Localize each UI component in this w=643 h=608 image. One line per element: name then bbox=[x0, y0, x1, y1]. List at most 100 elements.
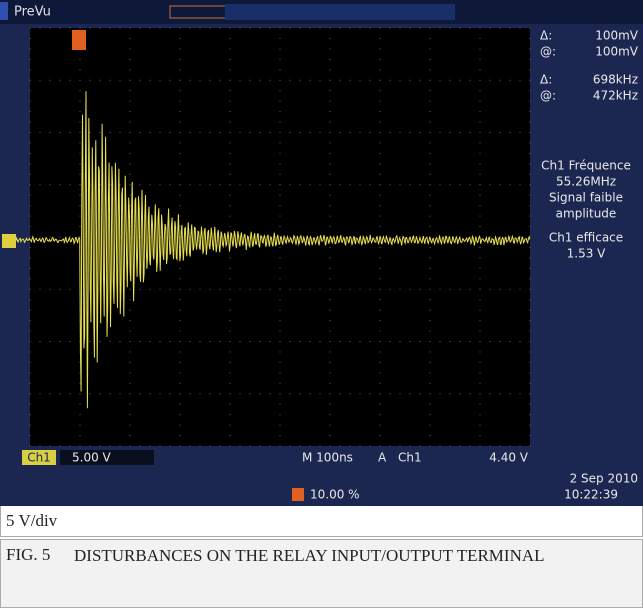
grid-dot bbox=[330, 216, 331, 217]
grid-dot bbox=[430, 320, 431, 321]
grid-dot bbox=[380, 393, 381, 394]
grid-dot bbox=[230, 122, 231, 123]
grid-dot bbox=[520, 28, 521, 29]
grid-dot bbox=[80, 393, 81, 394]
grid-dot bbox=[240, 28, 241, 29]
grid-dot bbox=[380, 331, 381, 332]
grid-dot bbox=[150, 80, 151, 81]
grid-dot bbox=[480, 205, 481, 206]
grid-dot bbox=[330, 446, 331, 447]
grid-dot bbox=[390, 446, 391, 447]
grid-dot bbox=[30, 59, 31, 60]
grid-dot bbox=[80, 226, 81, 227]
grid-dot bbox=[170, 446, 171, 447]
grid-dot bbox=[380, 289, 381, 290]
grid-dot bbox=[530, 153, 531, 154]
cursor-label: @: bbox=[540, 89, 556, 103]
grid-dot bbox=[210, 132, 211, 133]
grid-dot bbox=[450, 289, 451, 290]
grid-dot bbox=[70, 446, 71, 447]
grid-dot bbox=[530, 38, 531, 39]
grid-dot bbox=[230, 310, 231, 311]
grid-dot bbox=[310, 341, 311, 342]
grid-dot bbox=[490, 80, 491, 81]
grid-dot bbox=[280, 435, 281, 436]
grid-dot bbox=[480, 153, 481, 154]
grid-dot bbox=[210, 184, 211, 185]
grid-dot bbox=[480, 142, 481, 143]
grid-dot bbox=[230, 226, 231, 227]
grid-dot bbox=[480, 101, 481, 102]
grid-dot bbox=[120, 184, 121, 185]
grid-dot bbox=[30, 38, 31, 39]
grid-dot bbox=[480, 341, 481, 342]
grid-dot bbox=[260, 80, 261, 81]
grid-dot bbox=[460, 184, 461, 185]
grid-dot bbox=[360, 289, 361, 290]
logo bbox=[0, 2, 8, 20]
grid-dot bbox=[390, 237, 391, 238]
grid-dot bbox=[390, 28, 391, 29]
grid-dot bbox=[210, 28, 211, 29]
grid-dot bbox=[450, 446, 451, 447]
grid-dot bbox=[380, 414, 381, 415]
grid-dot bbox=[530, 163, 531, 164]
grid-dot bbox=[280, 331, 281, 332]
grid-dot bbox=[230, 425, 231, 426]
grid-dot bbox=[380, 195, 381, 196]
grid-dot bbox=[430, 184, 431, 185]
grid-dot bbox=[30, 289, 31, 290]
grid-dot bbox=[130, 383, 131, 384]
grid-dot bbox=[330, 289, 331, 290]
grid-dot bbox=[140, 289, 141, 290]
grid-dot bbox=[30, 351, 31, 352]
grid-dot bbox=[530, 341, 531, 342]
grid-dot bbox=[280, 90, 281, 91]
grid-dot bbox=[70, 28, 71, 29]
grid-dot bbox=[30, 425, 31, 426]
grid-dot bbox=[380, 247, 381, 248]
grid-dot bbox=[530, 268, 531, 269]
grid-dot bbox=[430, 268, 431, 269]
grid-dot bbox=[480, 362, 481, 363]
grid-dot bbox=[290, 132, 291, 133]
grid-dot bbox=[430, 404, 431, 405]
grid-dot bbox=[280, 216, 281, 217]
grid-dot bbox=[480, 174, 481, 175]
grid-dot bbox=[330, 226, 331, 227]
grid-dot bbox=[530, 101, 531, 102]
grid-dot bbox=[460, 80, 461, 81]
grid-dot bbox=[80, 174, 81, 175]
grid-dot bbox=[390, 132, 391, 133]
grid-dot bbox=[190, 184, 191, 185]
grid-dot bbox=[480, 414, 481, 415]
grid-dot bbox=[370, 184, 371, 185]
grid-dot bbox=[180, 226, 181, 227]
grid-dot bbox=[430, 69, 431, 70]
grid-dot bbox=[430, 247, 431, 248]
grid-dot bbox=[520, 132, 521, 133]
grid-dot bbox=[230, 38, 231, 39]
grid-dot bbox=[380, 122, 381, 123]
grid-dot bbox=[520, 446, 521, 447]
grid-dot bbox=[480, 38, 481, 39]
grid-dot bbox=[80, 446, 81, 447]
grid-dot bbox=[180, 90, 181, 91]
grid-dot bbox=[90, 393, 91, 394]
grid-dot bbox=[530, 90, 531, 91]
grid-dot bbox=[130, 341, 131, 342]
grid-dot bbox=[30, 310, 31, 311]
trigger-level: 4.40 V bbox=[489, 451, 529, 465]
grid-dot bbox=[300, 132, 301, 133]
grid-dot bbox=[190, 80, 191, 81]
grid-dot bbox=[80, 383, 81, 384]
grid-dot bbox=[180, 414, 181, 415]
grid-dot bbox=[50, 80, 51, 81]
grid-dot bbox=[480, 393, 481, 394]
timebase: M 100ns bbox=[302, 451, 353, 465]
grid-dot bbox=[110, 341, 111, 342]
grid-dot bbox=[80, 205, 81, 206]
grid-dot bbox=[430, 205, 431, 206]
grid-dot bbox=[180, 101, 181, 102]
grid-dot bbox=[480, 90, 481, 91]
